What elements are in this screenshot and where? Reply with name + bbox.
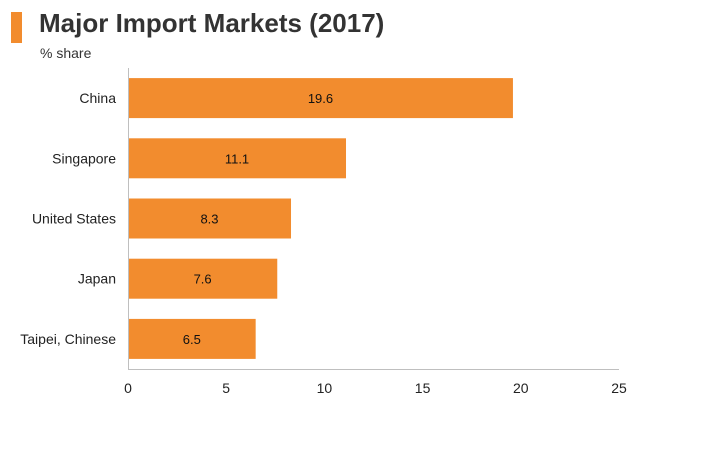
category-labels: China Singapore United States Japan Taipei, …	[20, 90, 116, 347]
data-label: 19.6	[308, 91, 333, 106]
data-label: 8.3	[200, 212, 218, 227]
chart-title: Major Import Markets (2017)	[39, 8, 385, 38]
x-tick-label: 5	[222, 380, 230, 396]
category-label: United States	[32, 211, 116, 227]
title-accent-bar	[11, 12, 22, 43]
x-tick-label: 15	[415, 380, 431, 396]
x-tick-label: 25	[611, 380, 627, 396]
x-tick-label: 0	[124, 380, 132, 396]
bars: 19.6 11.1 8.3 7.6 6.5	[128, 78, 513, 359]
data-label: 11.1	[225, 151, 249, 166]
x-tick-label: 20	[513, 380, 529, 396]
bar	[128, 138, 347, 179]
category-label: China	[79, 90, 116, 106]
category-label: Singapore	[52, 150, 116, 166]
bar	[128, 78, 513, 119]
data-label: 6.5	[183, 332, 201, 347]
bar	[128, 258, 278, 299]
bar	[128, 198, 292, 239]
category-label: Taipei, Chinese	[20, 331, 116, 347]
x-tick-label: 10	[317, 380, 333, 396]
data-label: 7.6	[194, 272, 212, 287]
x-axis: 0 5 10 15 20 25	[124, 68, 627, 396]
chart-subtitle: % share	[40, 45, 92, 61]
bar	[128, 318, 256, 359]
category-label: Japan	[78, 271, 116, 287]
